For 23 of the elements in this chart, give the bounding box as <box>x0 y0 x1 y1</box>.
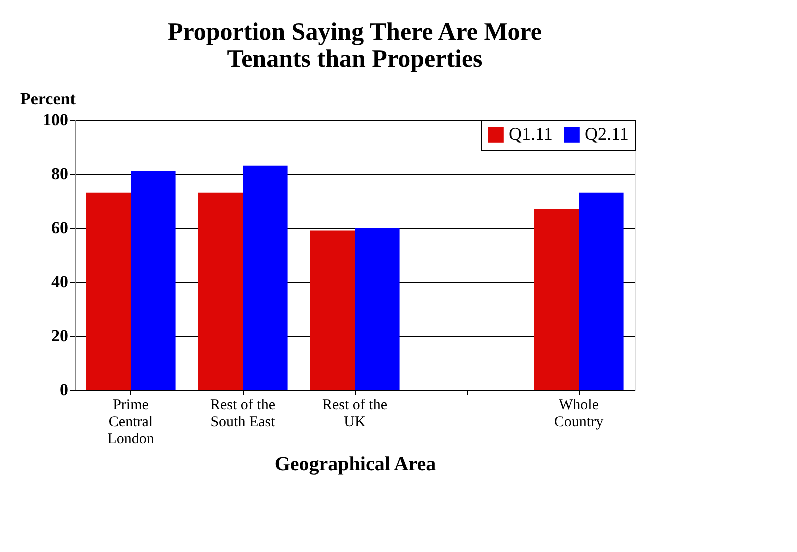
y-axis-title: Percent <box>20 90 76 108</box>
bar <box>355 228 400 390</box>
y-tick-label: 0 <box>60 380 68 400</box>
y-tick-label: 40 <box>52 272 68 292</box>
x-tick-label: Whole Country <box>554 398 604 430</box>
legend-label: Q1.11 <box>509 124 553 144</box>
x-tick-label: Rest of the UK <box>322 398 388 430</box>
bar <box>310 230 355 390</box>
y-tick-label: 80 <box>52 164 68 184</box>
y-tick-label: 60 <box>52 218 68 238</box>
y-tick-label: 20 <box>52 326 68 346</box>
x-axis-title: Geographical Area <box>274 454 436 476</box>
bar <box>198 192 243 390</box>
bar <box>579 192 624 390</box>
bar <box>243 166 288 390</box>
x-tick-label: Prime Central London <box>108 398 155 448</box>
bar <box>131 171 176 390</box>
x-tick-label: Rest of the South East <box>210 398 276 430</box>
y-tick-label: 100 <box>43 110 68 130</box>
bar <box>86 192 131 390</box>
chart-title: Proportion Saying There Are More Tenants than Properties <box>168 19 542 73</box>
bar <box>534 209 579 390</box>
legend-label: Q2.11 <box>585 124 629 144</box>
